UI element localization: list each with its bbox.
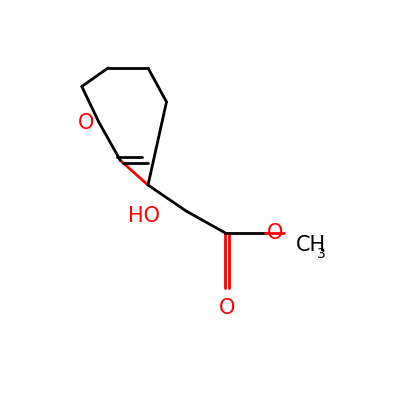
- Text: 3: 3: [317, 247, 326, 261]
- Text: CH: CH: [296, 235, 326, 255]
- Text: O: O: [219, 298, 235, 318]
- Text: HO: HO: [128, 206, 160, 226]
- Text: O: O: [267, 223, 284, 243]
- Text: O: O: [78, 114, 95, 134]
